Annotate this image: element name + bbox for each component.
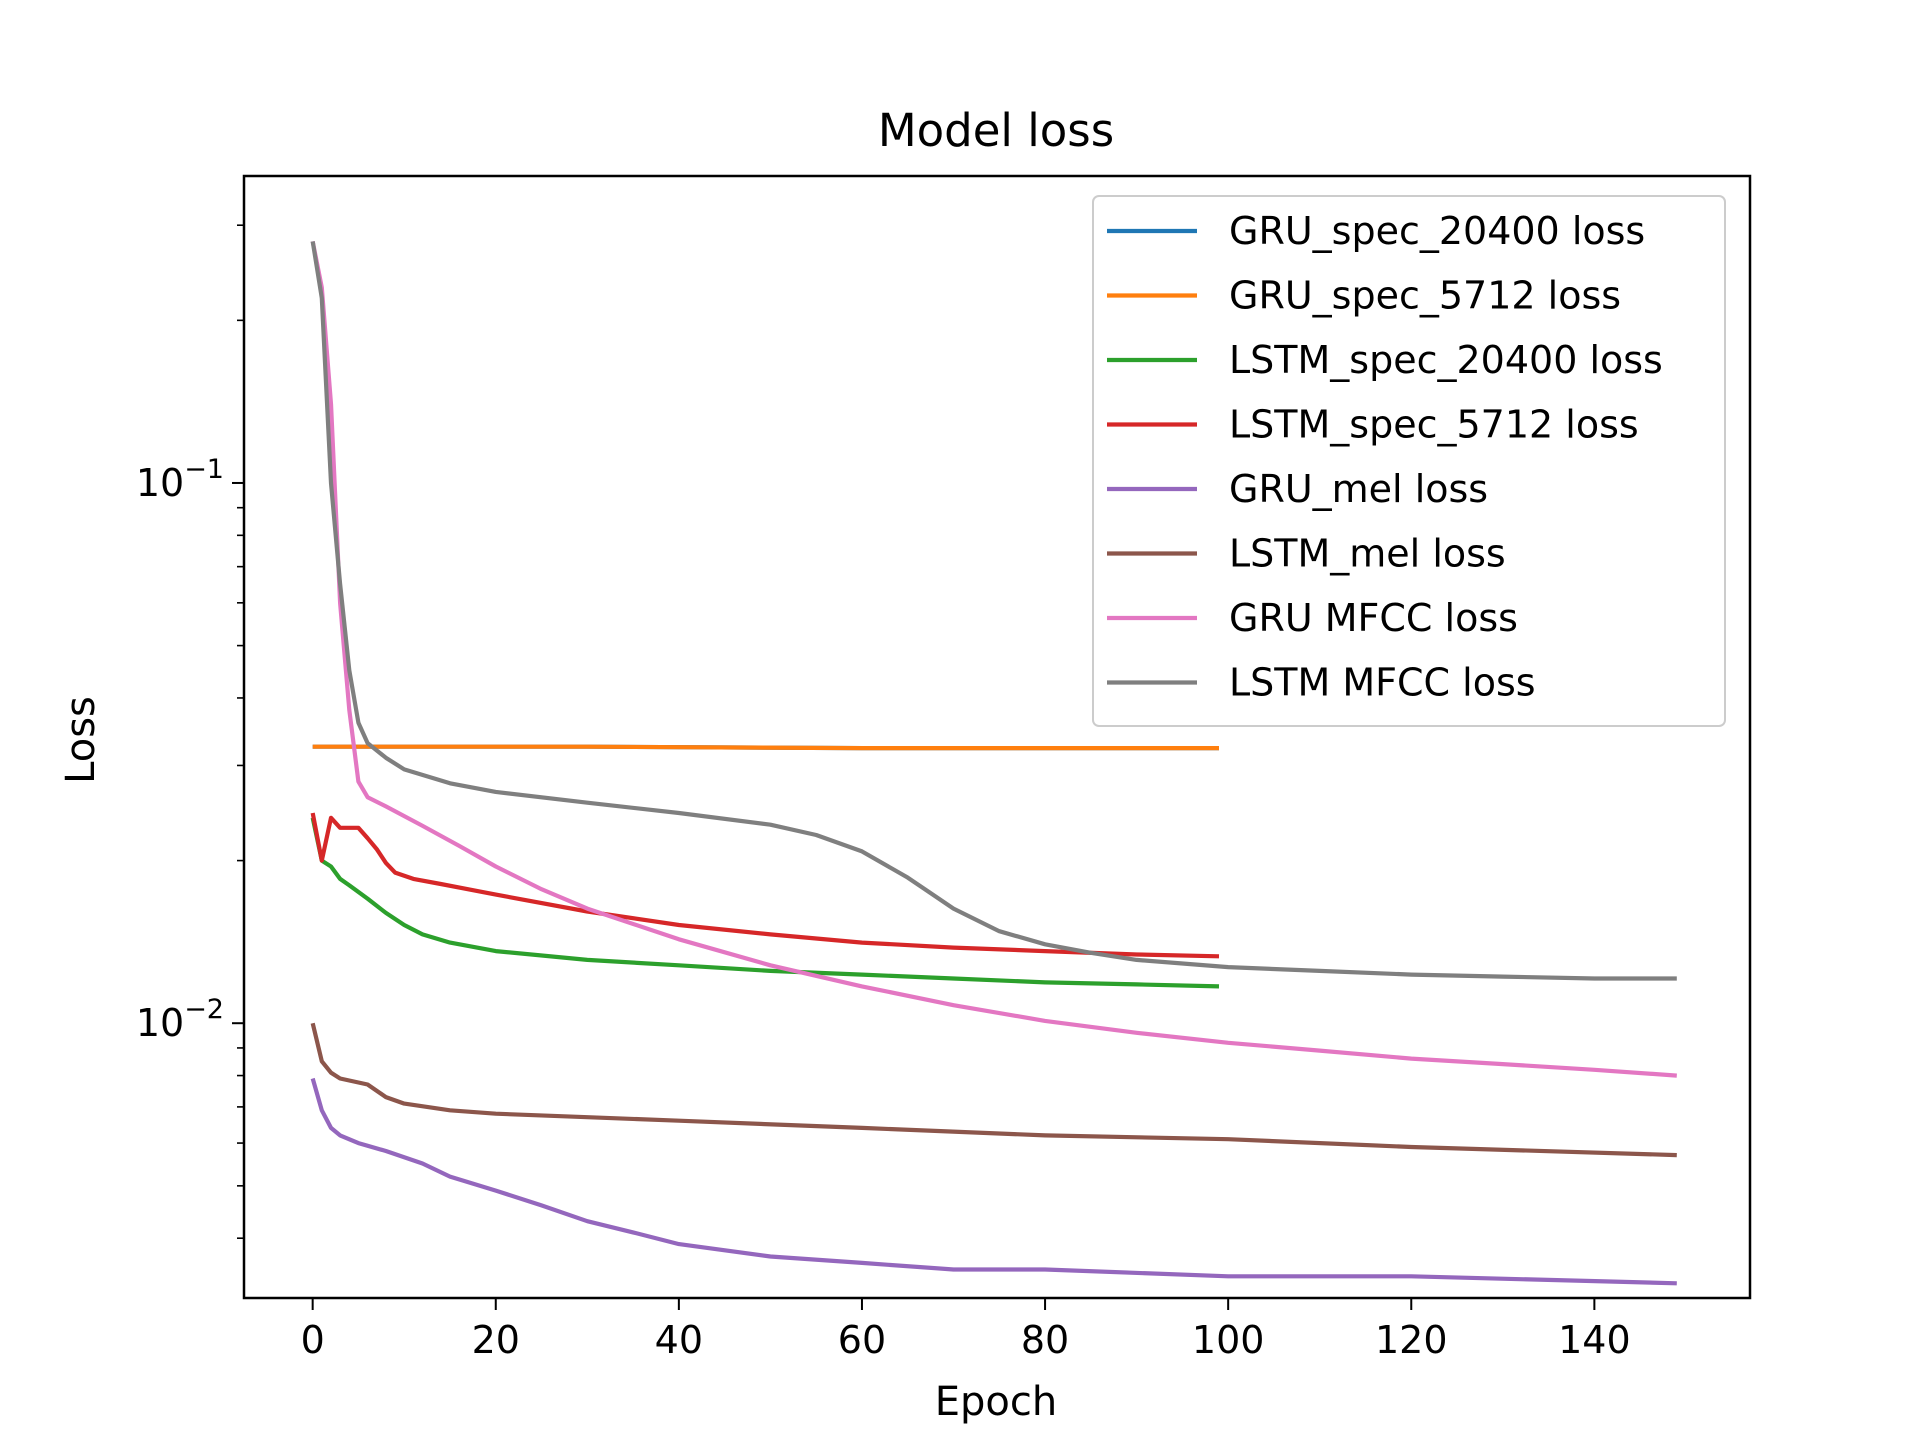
- x-tick-label: 40: [655, 1318, 703, 1362]
- legend-label-5: GRU_mel loss: [1229, 467, 1488, 511]
- legend-label-3: LSTM_spec_20400 loss: [1229, 338, 1663, 382]
- series-line-5: [310, 1077, 1677, 1286]
- x-tick-label: 120: [1375, 1318, 1448, 1362]
- series-layer: [310, 240, 1677, 1286]
- series-line-4: [310, 812, 1220, 959]
- y-tick-label: 10−1: [136, 454, 224, 505]
- x-tick-label: 60: [838, 1318, 886, 1362]
- x-tick-label: 100: [1192, 1318, 1265, 1362]
- plot-frame: [242, 174, 1752, 1300]
- series-line-8: [310, 241, 1677, 981]
- ticks-layer: 0 20 40 60 80 100 120 140 10−1 10−2: [136, 224, 1631, 1362]
- x-axis-label: Epoch: [935, 1379, 1057, 1425]
- legend-label-6: LSTM_mel loss: [1229, 532, 1506, 576]
- y-axis-label: Loss: [58, 696, 104, 784]
- legend: GRU_spec_20400 loss GRU_spec_5712 loss LST…: [1092, 195, 1726, 727]
- x-tick-label: 140: [1558, 1318, 1631, 1362]
- legend-label-4: LSTM_spec_5712 loss: [1229, 403, 1639, 447]
- legend-label-7: GRU MFCC loss: [1229, 596, 1518, 640]
- series-line-2: [312, 744, 1219, 751]
- legend-box: [1092, 195, 1726, 727]
- legend-label-8: LSTM MFCC loss: [1229, 661, 1536, 705]
- y-tick-label: 10−2: [136, 994, 224, 1045]
- x-tick-label: 80: [1021, 1318, 1069, 1362]
- x-tick-label: 20: [472, 1318, 520, 1362]
- series-line-6: [310, 1022, 1677, 1158]
- series-line-3: [310, 817, 1220, 989]
- x-tick-label: 0: [301, 1318, 325, 1362]
- legend-label-1: GRU_spec_20400 loss: [1229, 209, 1645, 253]
- chart-title: Model loss: [878, 104, 1114, 157]
- legend-label-2: GRU_spec_5712 loss: [1229, 274, 1621, 318]
- series-line-7: [310, 240, 1677, 1078]
